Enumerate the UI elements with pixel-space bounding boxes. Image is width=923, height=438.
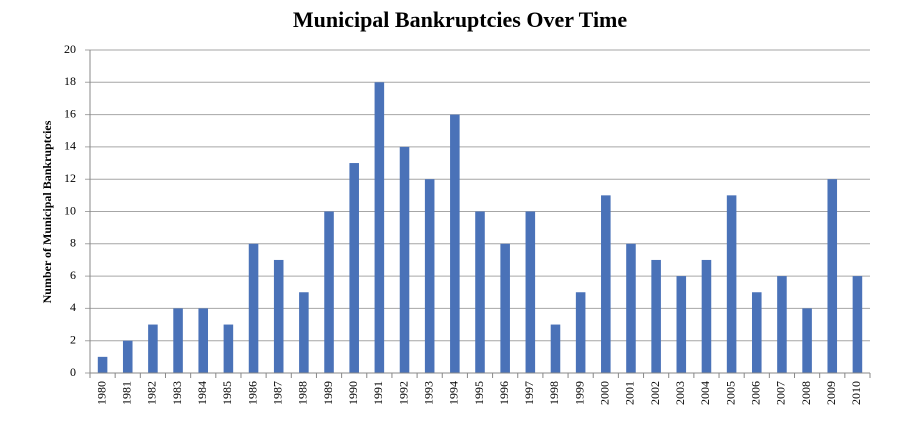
- x-tick-label: 1982: [145, 381, 159, 405]
- bar: [751, 292, 762, 373]
- y-axis-label: Number of Municipal Bankruptcies: [40, 120, 54, 303]
- x-tick-label: 2005: [723, 381, 737, 405]
- y-tick-label: 20: [64, 42, 76, 56]
- y-tick-label: 18: [64, 74, 76, 88]
- x-tick-label: 2003: [673, 381, 687, 405]
- x-tick-label: 1998: [547, 381, 561, 405]
- x-tick-label: 1996: [497, 381, 511, 405]
- bar: [248, 243, 259, 373]
- x-tick-label: 1993: [421, 381, 435, 405]
- x-tick-label: 1981: [119, 381, 133, 405]
- y-tick-label: 8: [70, 236, 76, 250]
- y-tick-label: 0: [70, 365, 76, 379]
- bar: [575, 292, 586, 373]
- x-tick-label: 1980: [94, 381, 108, 405]
- y-tick-label: 6: [70, 268, 76, 282]
- bar: [601, 195, 611, 373]
- bar: [148, 324, 158, 373]
- chart-title: Municipal Bankruptcies Over Time: [293, 7, 628, 32]
- bar: [726, 195, 737, 373]
- x-tick-label: 2004: [698, 381, 712, 405]
- x-tick-label: 2006: [749, 381, 763, 405]
- x-tick-label: 2009: [824, 381, 838, 405]
- x-tick-label: 2008: [799, 381, 813, 405]
- bar: [777, 276, 787, 373]
- bar: [475, 211, 485, 373]
- bar: [827, 179, 838, 373]
- x-tick-label: 1991: [371, 381, 385, 405]
- x-tick-label: 1985: [220, 381, 234, 405]
- bar: [273, 259, 284, 373]
- x-tick-label: 1987: [270, 381, 284, 405]
- bar: [550, 324, 561, 373]
- x-tick-label: 2002: [648, 381, 662, 405]
- x-tick-label: 1994: [447, 381, 461, 405]
- x-tick-label: 1992: [396, 381, 410, 405]
- x-tick-label: 2007: [774, 381, 788, 405]
- bar: [349, 163, 359, 373]
- bar: [223, 324, 234, 373]
- bar: [651, 259, 661, 373]
- x-tick-label: 1984: [195, 381, 209, 405]
- bar: [450, 114, 460, 373]
- bar: [701, 259, 712, 373]
- y-tick-label: 10: [64, 203, 76, 217]
- bar: [525, 211, 536, 373]
- x-tick-label: 2000: [598, 381, 612, 405]
- bar: [374, 82, 385, 374]
- x-tick-label: 1988: [296, 381, 310, 405]
- bar: [324, 211, 334, 373]
- bar: [626, 243, 636, 373]
- x-tick-label: 1990: [346, 381, 360, 405]
- x-tick-label: 1997: [522, 381, 536, 405]
- bar: [122, 340, 133, 373]
- bar: [173, 308, 183, 373]
- x-tick-label: 1983: [170, 381, 184, 405]
- y-tick-label: 4: [70, 300, 76, 314]
- bar: [198, 308, 209, 373]
- y-tick-label: 12: [64, 171, 76, 185]
- x-tick-label: 1995: [472, 381, 486, 405]
- y-tick-label: 16: [64, 106, 76, 120]
- bar: [852, 276, 863, 373]
- bar: [802, 308, 812, 373]
- x-tick-label: 2001: [623, 381, 637, 405]
- bar: [500, 243, 510, 373]
- x-tick-label: 1999: [572, 381, 586, 405]
- bar: [676, 276, 687, 373]
- x-tick-label: 1989: [321, 381, 335, 405]
- y-tick-label: 2: [70, 332, 76, 346]
- y-tick-label: 14: [64, 139, 76, 153]
- bar: [97, 356, 108, 373]
- bar: [399, 146, 410, 373]
- x-tick-label: 1986: [245, 381, 259, 405]
- bar: [299, 292, 309, 373]
- x-tick-label: 2010: [849, 381, 863, 405]
- bar: [424, 179, 435, 373]
